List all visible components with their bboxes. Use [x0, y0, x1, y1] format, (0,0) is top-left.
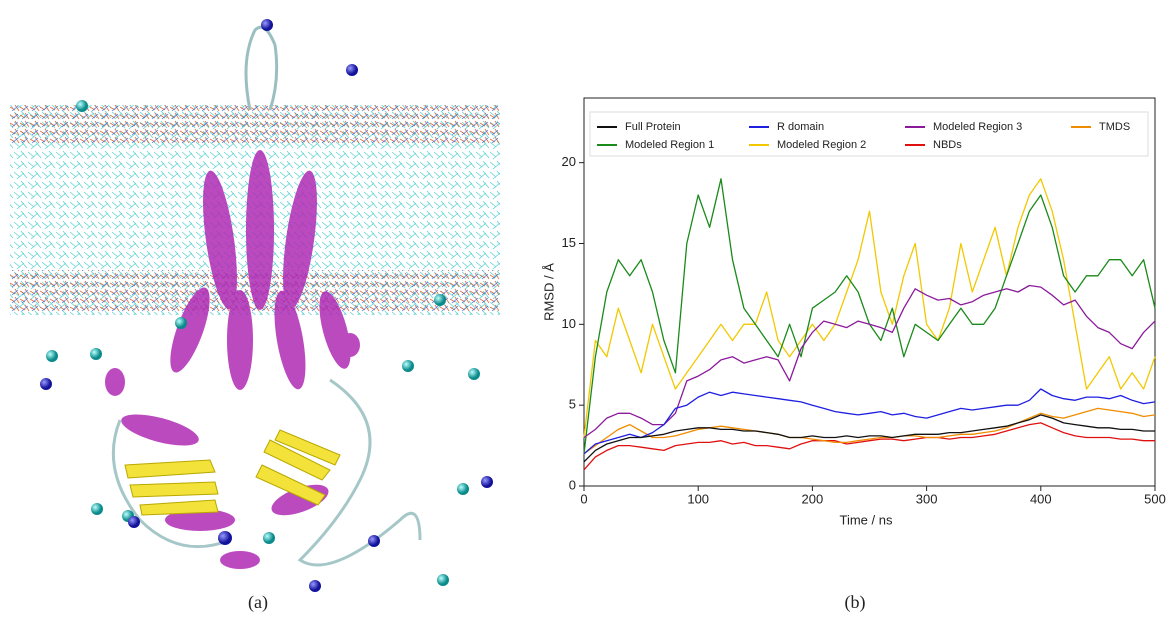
x-tick-label: 0 — [580, 491, 587, 506]
y-tick-label: 20 — [562, 154, 576, 169]
figure: (a) (b) Time / ns RMSD / Å 0100200300400… — [0, 0, 1166, 619]
legend-label: R domain — [777, 121, 824, 133]
x-tick-label: 200 — [802, 491, 824, 506]
x-tick-label: 300 — [916, 491, 938, 506]
molecule-image — [10, 19, 500, 592]
legend-label: Modeled Region 1 — [625, 139, 714, 151]
series-line — [584, 389, 1155, 454]
y-tick-label: 0 — [569, 477, 576, 492]
legend-label: TMDS — [1099, 121, 1130, 133]
legend-label: Modeled Region 2 — [777, 139, 866, 151]
caption: (a) — [248, 592, 268, 613]
x-tick-label: 100 — [687, 491, 709, 506]
series-line — [584, 179, 1155, 454]
legend-label: NBDs — [933, 139, 962, 151]
caption: (b) — [845, 592, 866, 613]
series-line — [584, 408, 1155, 453]
series-line — [584, 286, 1155, 438]
x-tick-label: 400 — [1030, 491, 1052, 506]
series-line — [584, 423, 1155, 470]
x-axis-label: Time / ns — [840, 512, 893, 527]
y-tick-label: 5 — [569, 397, 576, 412]
x-tick-label: 500 — [1144, 491, 1166, 506]
series-line — [584, 415, 1155, 462]
y-axis-label: RMSD / Å — [541, 263, 556, 321]
y-tick-label: 15 — [562, 235, 576, 250]
legend-label: Full Protein — [625, 121, 681, 133]
series-line — [584, 179, 1155, 438]
legend-label: Modeled Region 3 — [933, 121, 1022, 133]
y-tick-label: 10 — [562, 316, 576, 331]
